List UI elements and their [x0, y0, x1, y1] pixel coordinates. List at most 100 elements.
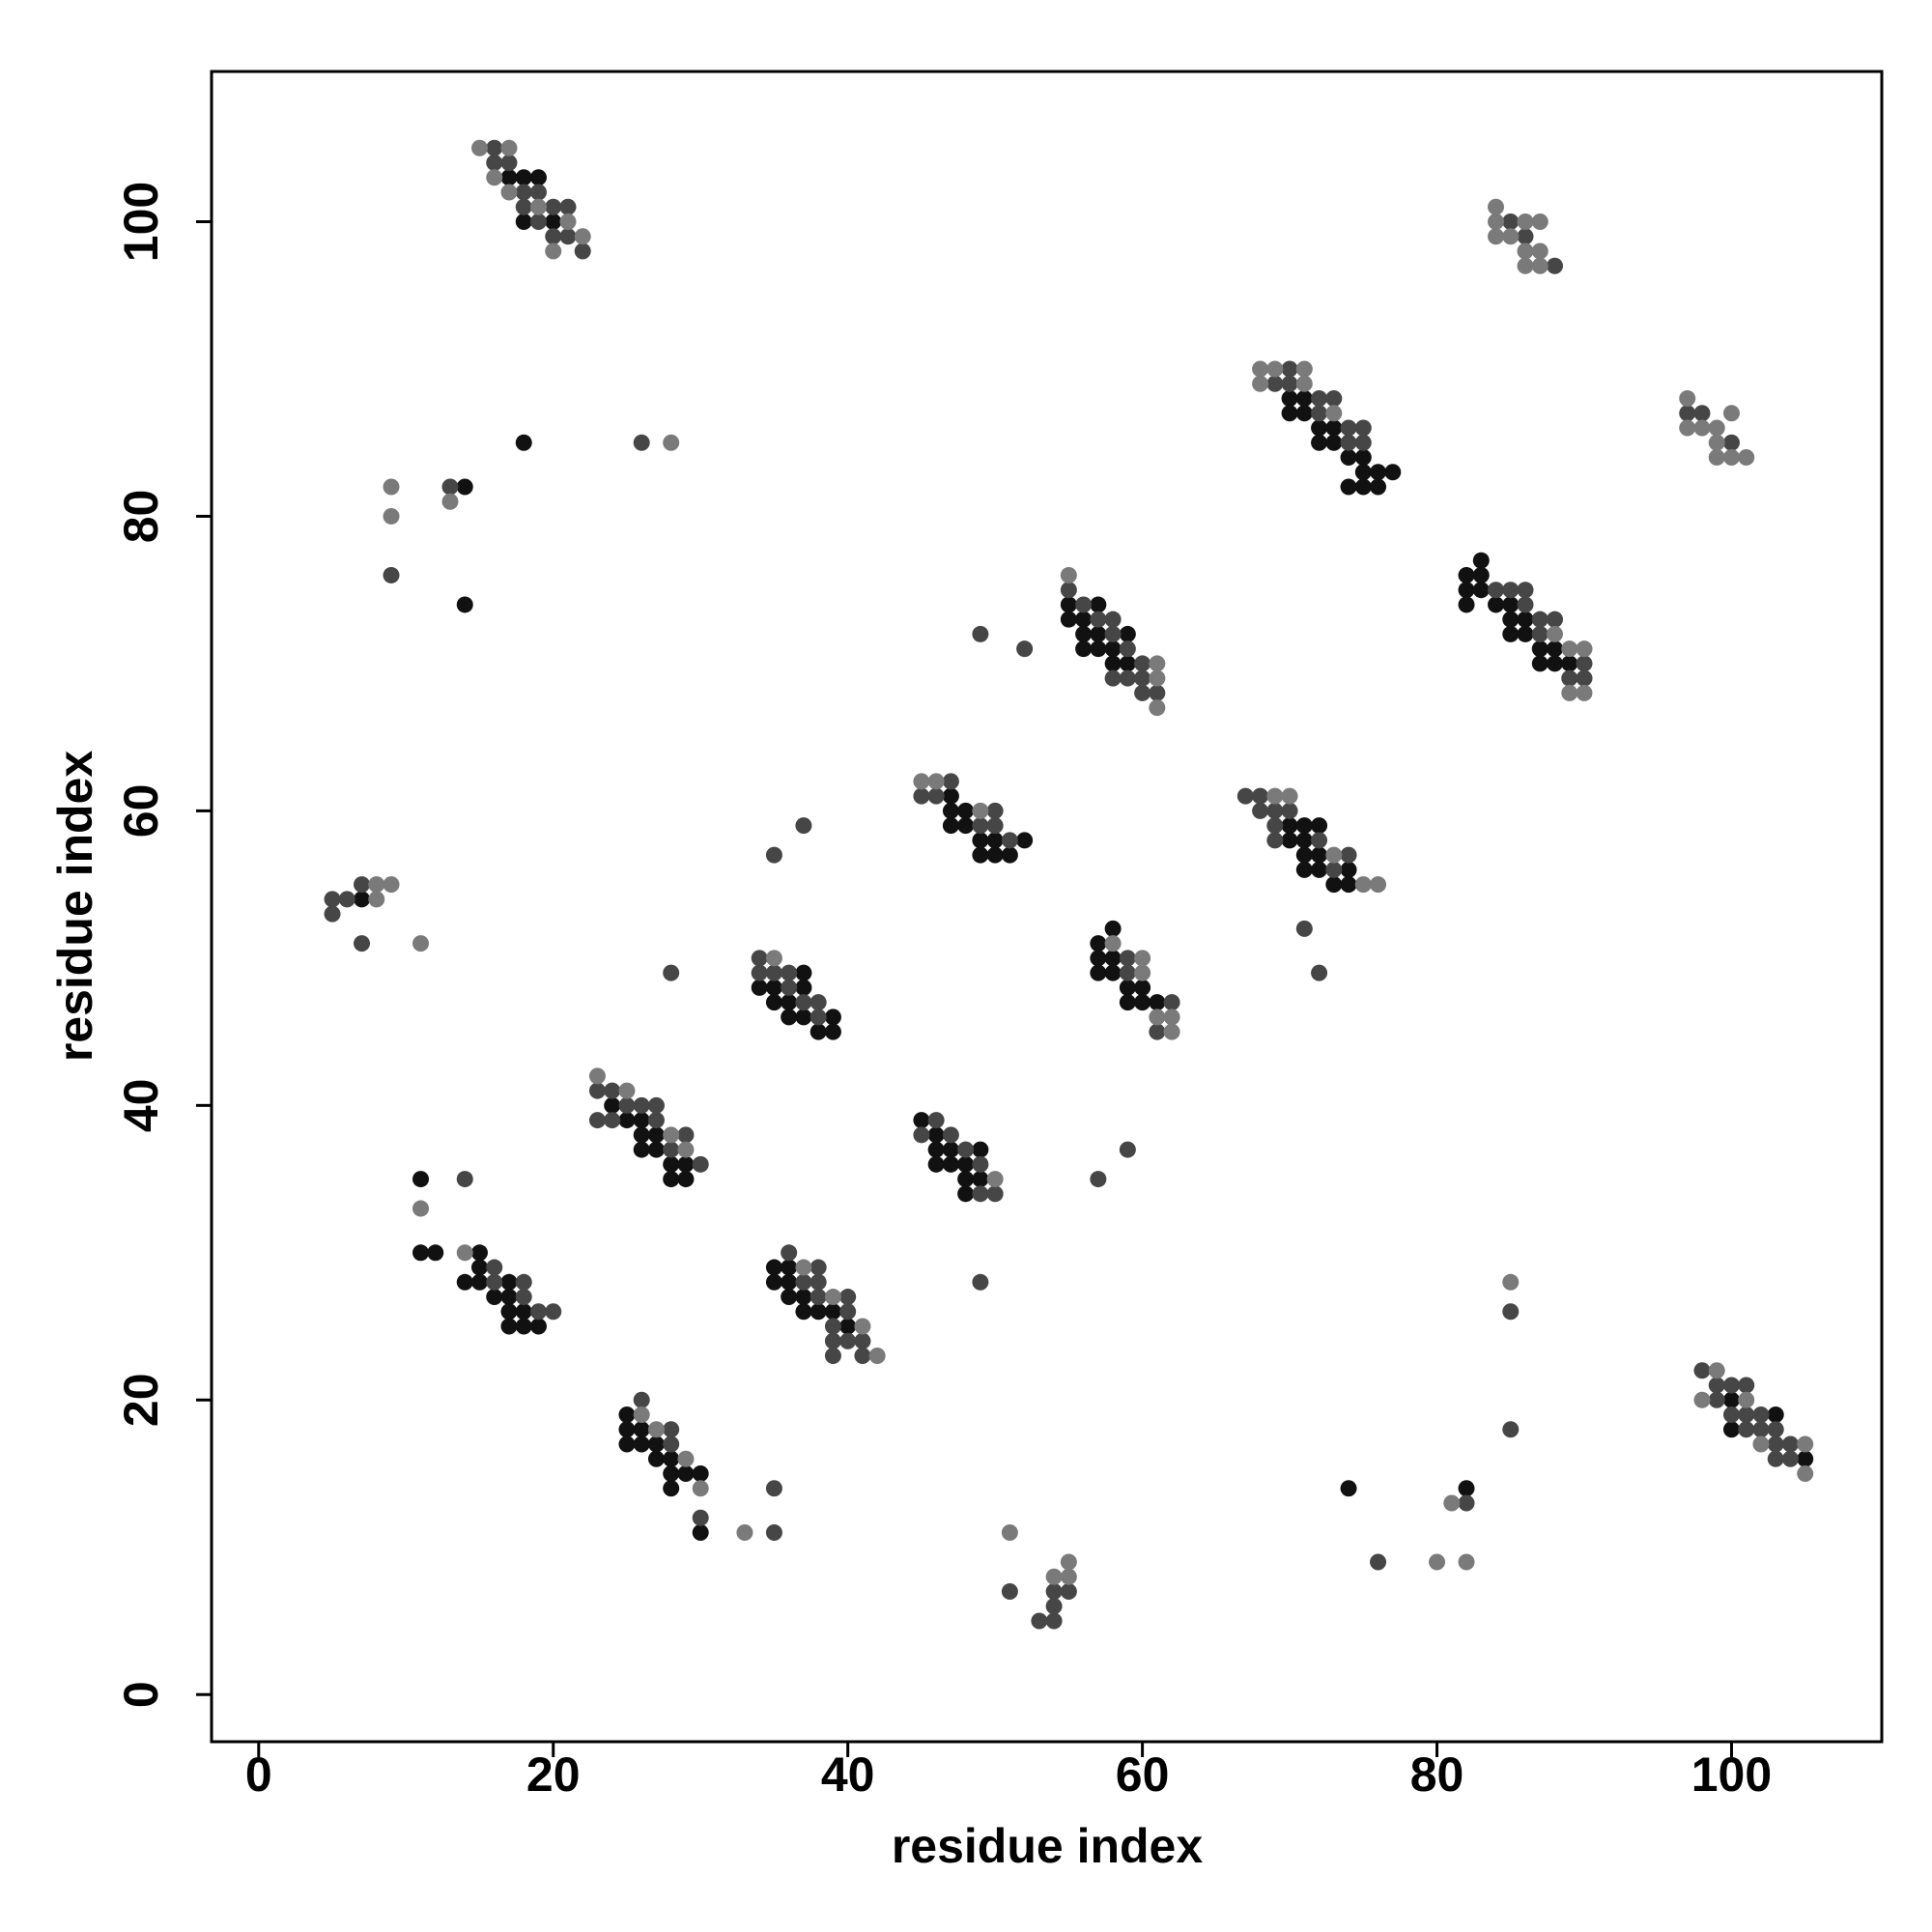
point	[1016, 640, 1034, 658]
point	[1295, 832, 1313, 849]
point	[692, 1465, 709, 1483]
point	[1295, 817, 1313, 835]
point	[515, 1318, 532, 1335]
point	[765, 1480, 782, 1497]
point	[663, 1155, 680, 1173]
point	[1252, 802, 1269, 819]
point	[618, 1096, 636, 1114]
point	[986, 817, 1004, 835]
point	[1458, 582, 1475, 599]
point	[839, 1332, 857, 1350]
point	[500, 1318, 518, 1335]
point	[1458, 566, 1475, 583]
point	[1517, 596, 1534, 613]
point	[942, 787, 959, 805]
point	[1354, 464, 1372, 481]
point	[1045, 1582, 1063, 1600]
point	[1252, 360, 1269, 378]
point	[1693, 405, 1711, 422]
point	[1134, 964, 1151, 981]
point	[942, 802, 959, 819]
point	[839, 1289, 857, 1306]
point	[957, 1171, 975, 1188]
point	[1722, 1377, 1740, 1394]
point	[1266, 360, 1284, 378]
x-tick-label: 80	[1410, 1747, 1464, 1802]
point	[1517, 213, 1534, 231]
point	[1090, 950, 1107, 967]
point	[972, 817, 989, 835]
point	[1266, 817, 1284, 835]
point	[1693, 419, 1711, 437]
point	[1517, 228, 1534, 245]
y-tick-label: 0	[114, 1681, 168, 1708]
point	[1722, 1421, 1740, 1438]
point	[765, 964, 782, 981]
point	[486, 139, 503, 156]
point	[1370, 876, 1387, 894]
point	[1458, 1553, 1475, 1571]
point	[1119, 964, 1136, 981]
point	[470, 1273, 488, 1291]
point	[1531, 257, 1548, 274]
point	[1075, 640, 1093, 658]
point	[559, 198, 577, 215]
point	[1354, 419, 1372, 437]
point	[1517, 242, 1534, 260]
point	[1722, 434, 1740, 451]
point	[618, 1082, 636, 1099]
point	[1060, 1582, 1077, 1600]
point	[957, 817, 975, 835]
point	[1354, 448, 1372, 466]
point	[1266, 802, 1284, 819]
point	[1134, 950, 1151, 967]
y-tick-label: 20	[114, 1373, 168, 1427]
point	[1752, 1406, 1770, 1424]
point	[972, 832, 989, 849]
point	[810, 1009, 827, 1026]
point	[633, 434, 650, 451]
point	[545, 228, 562, 245]
point	[1090, 611, 1107, 628]
point	[633, 1435, 650, 1453]
point	[1561, 684, 1578, 701]
point	[1001, 1523, 1018, 1541]
point	[1472, 552, 1490, 569]
point	[456, 478, 473, 496]
point	[942, 773, 959, 790]
point	[854, 1348, 871, 1365]
point	[618, 1435, 636, 1453]
point	[1738, 448, 1755, 466]
point	[986, 802, 1004, 819]
point	[1502, 1273, 1520, 1291]
point	[412, 1171, 430, 1188]
point	[972, 802, 989, 819]
point	[1001, 1582, 1018, 1600]
point	[1075, 596, 1093, 613]
point	[1354, 478, 1372, 496]
point	[957, 802, 975, 819]
point	[1119, 1141, 1136, 1158]
point	[441, 493, 459, 510]
point	[545, 242, 562, 260]
point	[927, 1112, 945, 1129]
point	[338, 891, 355, 908]
point	[972, 625, 989, 642]
point	[1252, 787, 1269, 805]
point	[354, 935, 371, 952]
point	[1340, 861, 1357, 878]
point	[1149, 1023, 1166, 1040]
point	[824, 1318, 841, 1335]
point	[1502, 582, 1520, 599]
point	[633, 1391, 650, 1408]
point	[1119, 979, 1136, 996]
point	[1075, 625, 1093, 642]
point	[383, 507, 400, 525]
point	[795, 1009, 812, 1026]
point	[633, 1096, 650, 1114]
point	[368, 891, 385, 908]
point	[972, 846, 989, 864]
point	[515, 1273, 532, 1291]
point	[1517, 582, 1534, 599]
point	[1340, 419, 1357, 437]
